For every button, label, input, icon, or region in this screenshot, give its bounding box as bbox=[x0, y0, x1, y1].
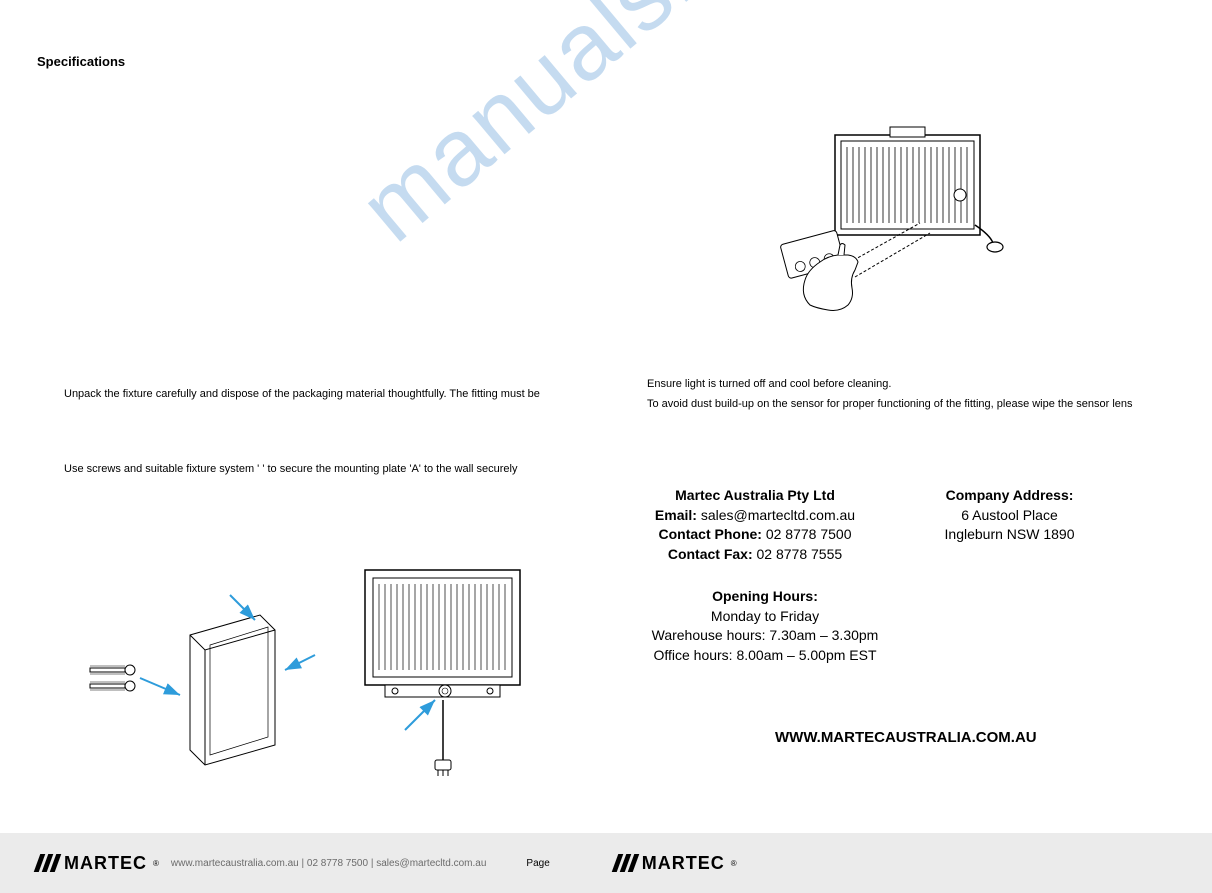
footer-logo-left: MARTEC ® bbox=[37, 853, 159, 874]
footer-logo-right: MARTEC ® bbox=[615, 853, 737, 874]
email-value: sales@martecltd.com.au bbox=[701, 507, 855, 523]
instruction-cool: Ensure light is turned off and cool befo… bbox=[647, 378, 891, 390]
hours-title: Opening Hours: bbox=[712, 588, 818, 604]
diagram-installation bbox=[85, 560, 535, 780]
logo-reg-icon: ® bbox=[153, 859, 159, 868]
logo-text-left: MARTEC bbox=[64, 853, 147, 874]
logo-reg-icon: ® bbox=[731, 859, 737, 868]
diagram-floodlight-sensor bbox=[735, 125, 1005, 335]
address-title: Company Address: bbox=[946, 487, 1074, 503]
hours-warehouse: Warehouse hours: 7.30am – 3.30pm bbox=[625, 626, 905, 646]
logo-stripes-icon bbox=[34, 854, 62, 872]
phone-label: Contact Phone: bbox=[659, 526, 766, 542]
footer-page-label: Page bbox=[526, 858, 549, 869]
website-url: WWW.MARTECAUSTRALIA.COM.AU bbox=[775, 729, 1037, 746]
logo-text-right: MARTEC bbox=[642, 853, 725, 874]
fax-value: 02 8778 7555 bbox=[757, 546, 843, 562]
hours-days: Monday to Friday bbox=[625, 607, 905, 627]
instruction-dust: To avoid dust build-up on the sensor for… bbox=[647, 398, 1133, 410]
email-label: Email: bbox=[655, 507, 701, 523]
footer-contact-info: www.martecaustralia.com.au | 02 8778 750… bbox=[171, 858, 487, 869]
company-contact-block: Martec Australia Pty Ltd Email: sales@ma… bbox=[625, 486, 885, 564]
company-address-block: Company Address: 6 Austool Place Inglebu… bbox=[912, 486, 1107, 545]
fax-label: Contact Fax: bbox=[668, 546, 757, 562]
hours-block: Opening Hours: Monday to Friday Warehous… bbox=[625, 587, 905, 665]
hours-office: Office hours: 8.00am – 5.00pm EST bbox=[625, 646, 905, 666]
page-title: Specifications bbox=[37, 54, 125, 69]
address-line1: 6 Austool Place bbox=[912, 506, 1107, 526]
logo-stripes-icon bbox=[611, 854, 639, 872]
address-line2: Ingleburn NSW 1890 bbox=[912, 525, 1107, 545]
instruction-unpack: Unpack the fixture carefully and dispose… bbox=[64, 388, 540, 400]
phone-value: 02 8778 7500 bbox=[766, 526, 852, 542]
company-name: Martec Australia Pty Ltd bbox=[675, 487, 835, 503]
instruction-screws: Use screws and suitable fixture system '… bbox=[64, 463, 518, 475]
page-footer: MARTEC ® www.martecaustralia.com.au | 02 … bbox=[0, 833, 1212, 893]
